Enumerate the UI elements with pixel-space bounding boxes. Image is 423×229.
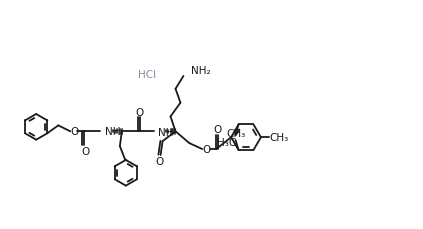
Text: NH: NH (158, 128, 173, 138)
Text: H₃C: H₃C (217, 138, 236, 147)
Text: HCl: HCl (138, 70, 157, 80)
Text: O: O (156, 156, 164, 166)
Text: O: O (81, 146, 89, 156)
Text: CH₃: CH₃ (269, 133, 288, 143)
Text: O: O (136, 107, 144, 117)
Text: CH₃: CH₃ (226, 129, 245, 139)
Text: NH: NH (105, 127, 121, 137)
Text: O: O (70, 127, 78, 137)
Text: NH₂: NH₂ (191, 66, 211, 76)
Text: O: O (202, 144, 210, 154)
Text: O: O (213, 125, 221, 135)
